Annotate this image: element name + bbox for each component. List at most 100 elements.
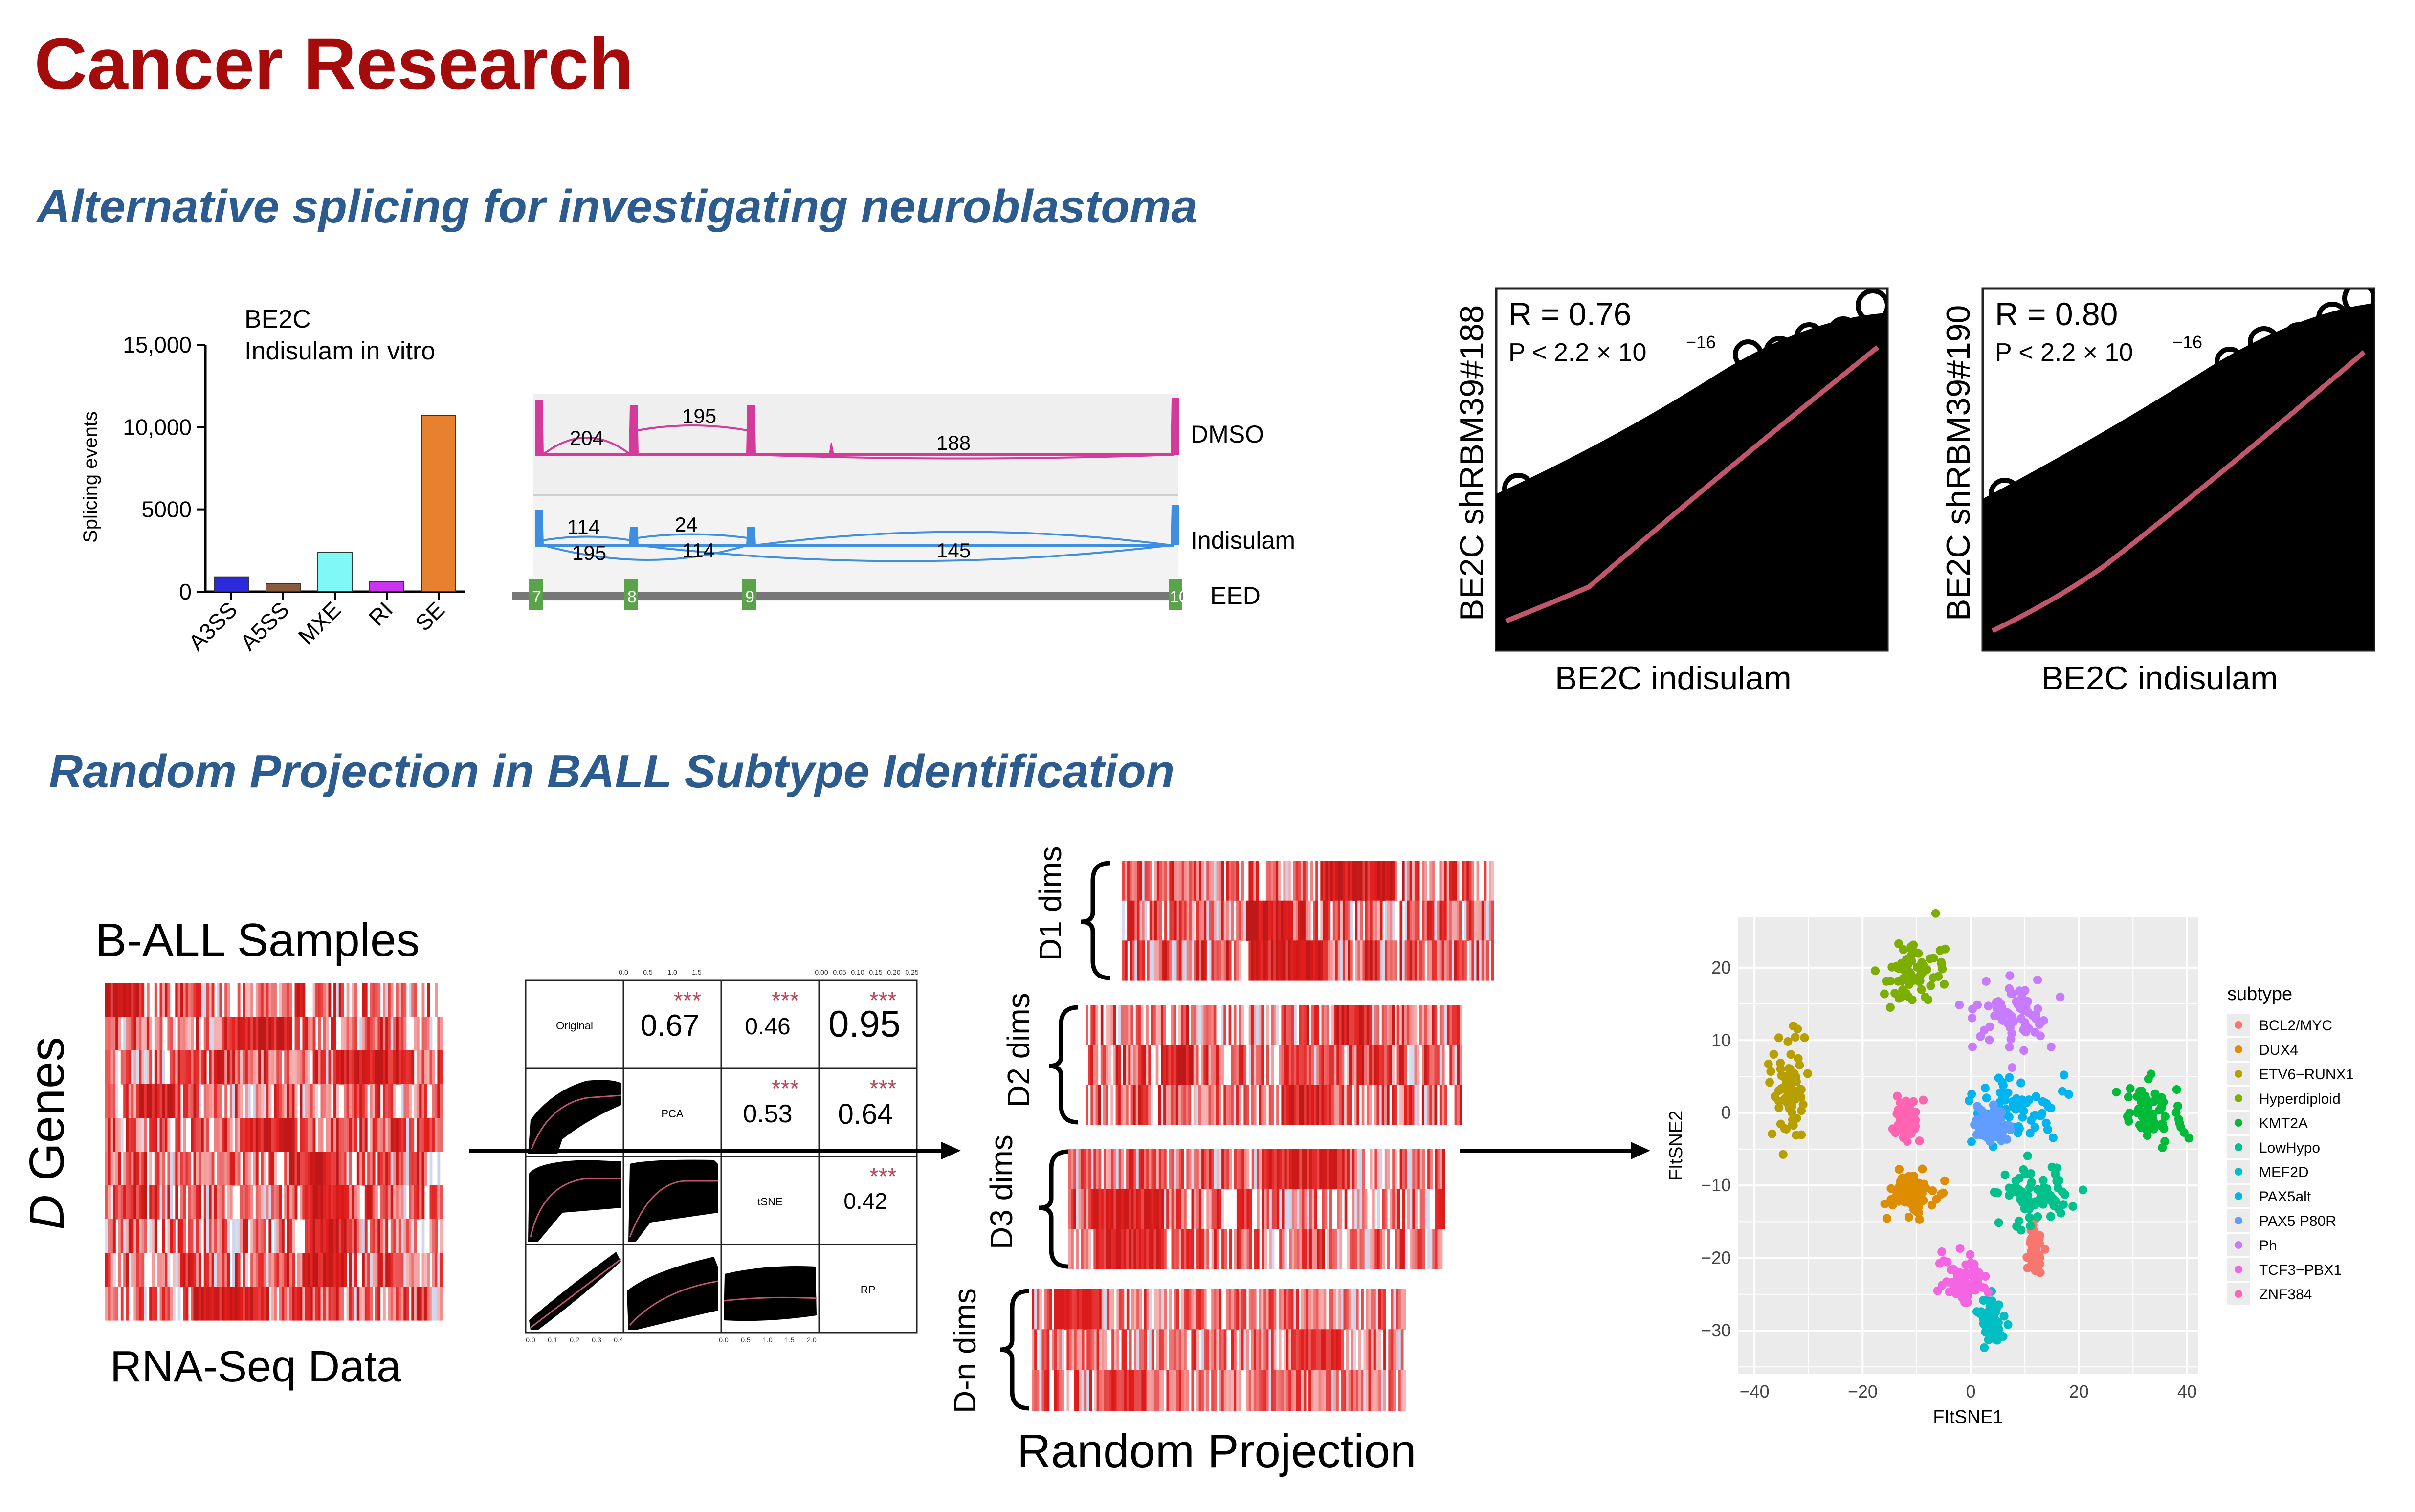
dn-heatmap-cell: [1234, 1370, 1237, 1411]
d2-heatmap-cell: [1223, 1085, 1226, 1125]
d3-heatmap-cell: [1437, 1229, 1440, 1269]
d2-heatmap-cell: [1424, 1005, 1427, 1045]
ball-heatmap-cell: [346, 1287, 350, 1321]
d3-heatmap-cell: [1196, 1229, 1199, 1269]
ball-heatmap-cell: [302, 1050, 306, 1085]
ball-heatmap-cell: [346, 1084, 350, 1118]
ball-heatmap-cell: [424, 1118, 427, 1152]
ball-heatmap-cell: [380, 1253, 383, 1287]
d1-heatmap-cell: [1288, 900, 1291, 941]
ball-heatmap-cell: [271, 1152, 274, 1186]
d1-heatmap-cell: [1181, 861, 1185, 901]
dn-heatmap-cell: [1062, 1289, 1064, 1330]
bar-ri: [369, 581, 404, 593]
d1-heatmap-cell: [1305, 940, 1308, 981]
tsne-point: [1937, 1247, 1947, 1256]
ball-heatmap-cell: [185, 1084, 189, 1118]
d3-heatmap-cell: [1161, 1229, 1164, 1269]
tsne-point: [1933, 1286, 1942, 1295]
ball-heatmap-cell: [209, 1287, 212, 1321]
d2-heatmap-cell: [1126, 1085, 1129, 1125]
tsne-point: [1999, 1312, 2009, 1321]
d2-heatmap-cell: [1336, 1085, 1339, 1125]
d3-heatmap-cell: [1344, 1149, 1348, 1190]
dn-heatmap-cell: [1034, 1370, 1037, 1411]
tsne-point: [1994, 1073, 2003, 1083]
ball-heatmap-cell: [263, 1084, 266, 1118]
d1-heatmap-cell: [1271, 861, 1274, 901]
d2-heatmap-cell: [1384, 1045, 1387, 1085]
ball-heatmap-cell: [375, 1185, 378, 1220]
ball-heatmap-cell: [274, 1084, 277, 1118]
d2-heatmap-cell: [1396, 1045, 1400, 1085]
dn-heatmap-cell: [1366, 1329, 1369, 1371]
d3-heatmap-cell: [1229, 1229, 1232, 1269]
dn-heatmap-cell: [1288, 1370, 1291, 1411]
ball-heatmap-cell: [312, 1253, 316, 1287]
ball-heatmap-cell: [183, 1084, 186, 1118]
ball-heatmap-cell: [349, 1287, 352, 1321]
d3-heatmap-cell: [1088, 1189, 1091, 1229]
ball-heatmap-cell: [401, 1152, 404, 1186]
d1-heatmap-cell: [1251, 900, 1254, 941]
d1-heatmap-cell: [1276, 900, 1279, 941]
dn-heatmap-cell: [1293, 1329, 1297, 1371]
d1-heatmap-cell: [1186, 900, 1190, 941]
pairs-diag-rp: RP: [861, 1284, 876, 1296]
dn-heatmap-cell: [1039, 1329, 1042, 1371]
tsne-point: [2046, 1042, 2056, 1051]
dn-heatmap-cell: [1126, 1370, 1130, 1411]
ball-heatmap-cell: [258, 1185, 262, 1220]
d3-heatmap-cell: [1339, 1149, 1343, 1190]
ball-heatmap-cell: [403, 1185, 407, 1220]
ball-heatmap-cell: [302, 1084, 306, 1118]
ball-heatmap-cell: [274, 1152, 277, 1186]
ball-heatmap-cell: [411, 1152, 415, 1186]
d3-heatmap-cell: [1068, 1229, 1071, 1269]
tsne-point: [2033, 1212, 2042, 1221]
pairs-fit-pca-original: [530, 1094, 621, 1152]
tsne-point: [2172, 1085, 2181, 1094]
ball-heatmap-cell: [128, 1050, 132, 1085]
ball-heatmap-cell: [305, 1118, 308, 1152]
dn-heatmap-cell: [1346, 1370, 1349, 1411]
d3-heatmap-cell: [1377, 1149, 1380, 1190]
ball-heatmap-cell: [240, 1084, 243, 1118]
tsne-point: [1774, 1103, 1784, 1112]
ball-heatmap-cell: [240, 1287, 243, 1321]
tsne-legend-swatch: [2235, 1168, 2242, 1176]
ball-heatmap-cell: [240, 1050, 243, 1085]
ball-heatmap-cell: [170, 1287, 173, 1321]
d3-heatmap-cell: [1098, 1229, 1102, 1269]
tsne-point: [1896, 1188, 1905, 1197]
d1-heatmap-cell: [1305, 861, 1308, 901]
d2-heatmap-cell: [1146, 1085, 1149, 1125]
ball-heatmap-cell: [380, 1152, 383, 1186]
d2-heatmap-cell: [1236, 1045, 1239, 1085]
d1-heatmap-cell: [1466, 900, 1469, 941]
ball-heatmap-cell: [287, 1253, 290, 1287]
ball-heatmap-cell: [258, 1253, 262, 1287]
dmso-exon-9-coverage: [746, 405, 756, 455]
d1-heatmap-cell: [1285, 861, 1289, 901]
ball-heatmap-cell: [206, 983, 209, 1017]
tsne-point: [2015, 1216, 2024, 1225]
d1-heatmap-cell: [1125, 861, 1128, 901]
ball-heatmap-cell: [165, 1084, 168, 1118]
ball-heatmap-cell: [243, 1152, 246, 1186]
tsne-point: [1774, 1086, 1783, 1095]
ball-heatmap-cell: [255, 1017, 259, 1051]
ball-heatmap-cell: [370, 1152, 373, 1186]
d2-heatmap-cell: [1259, 1085, 1262, 1125]
d1-heatmap-cell: [1285, 900, 1289, 941]
tsne-point: [2005, 971, 2015, 980]
ball-heatmap-cell: [382, 1287, 386, 1321]
ball-heatmap-cell: [409, 983, 412, 1017]
ball-heatmap-cell: [406, 1084, 409, 1118]
tsne-point: [1958, 1293, 1967, 1303]
d1-heatmap-cell: [1191, 940, 1195, 981]
d3-heatmap-cell: [1274, 1149, 1277, 1190]
ball-heatmap-cell: [136, 983, 139, 1017]
ball-heatmap-cell: [359, 1287, 363, 1321]
tsne-point: [1912, 1184, 1921, 1194]
